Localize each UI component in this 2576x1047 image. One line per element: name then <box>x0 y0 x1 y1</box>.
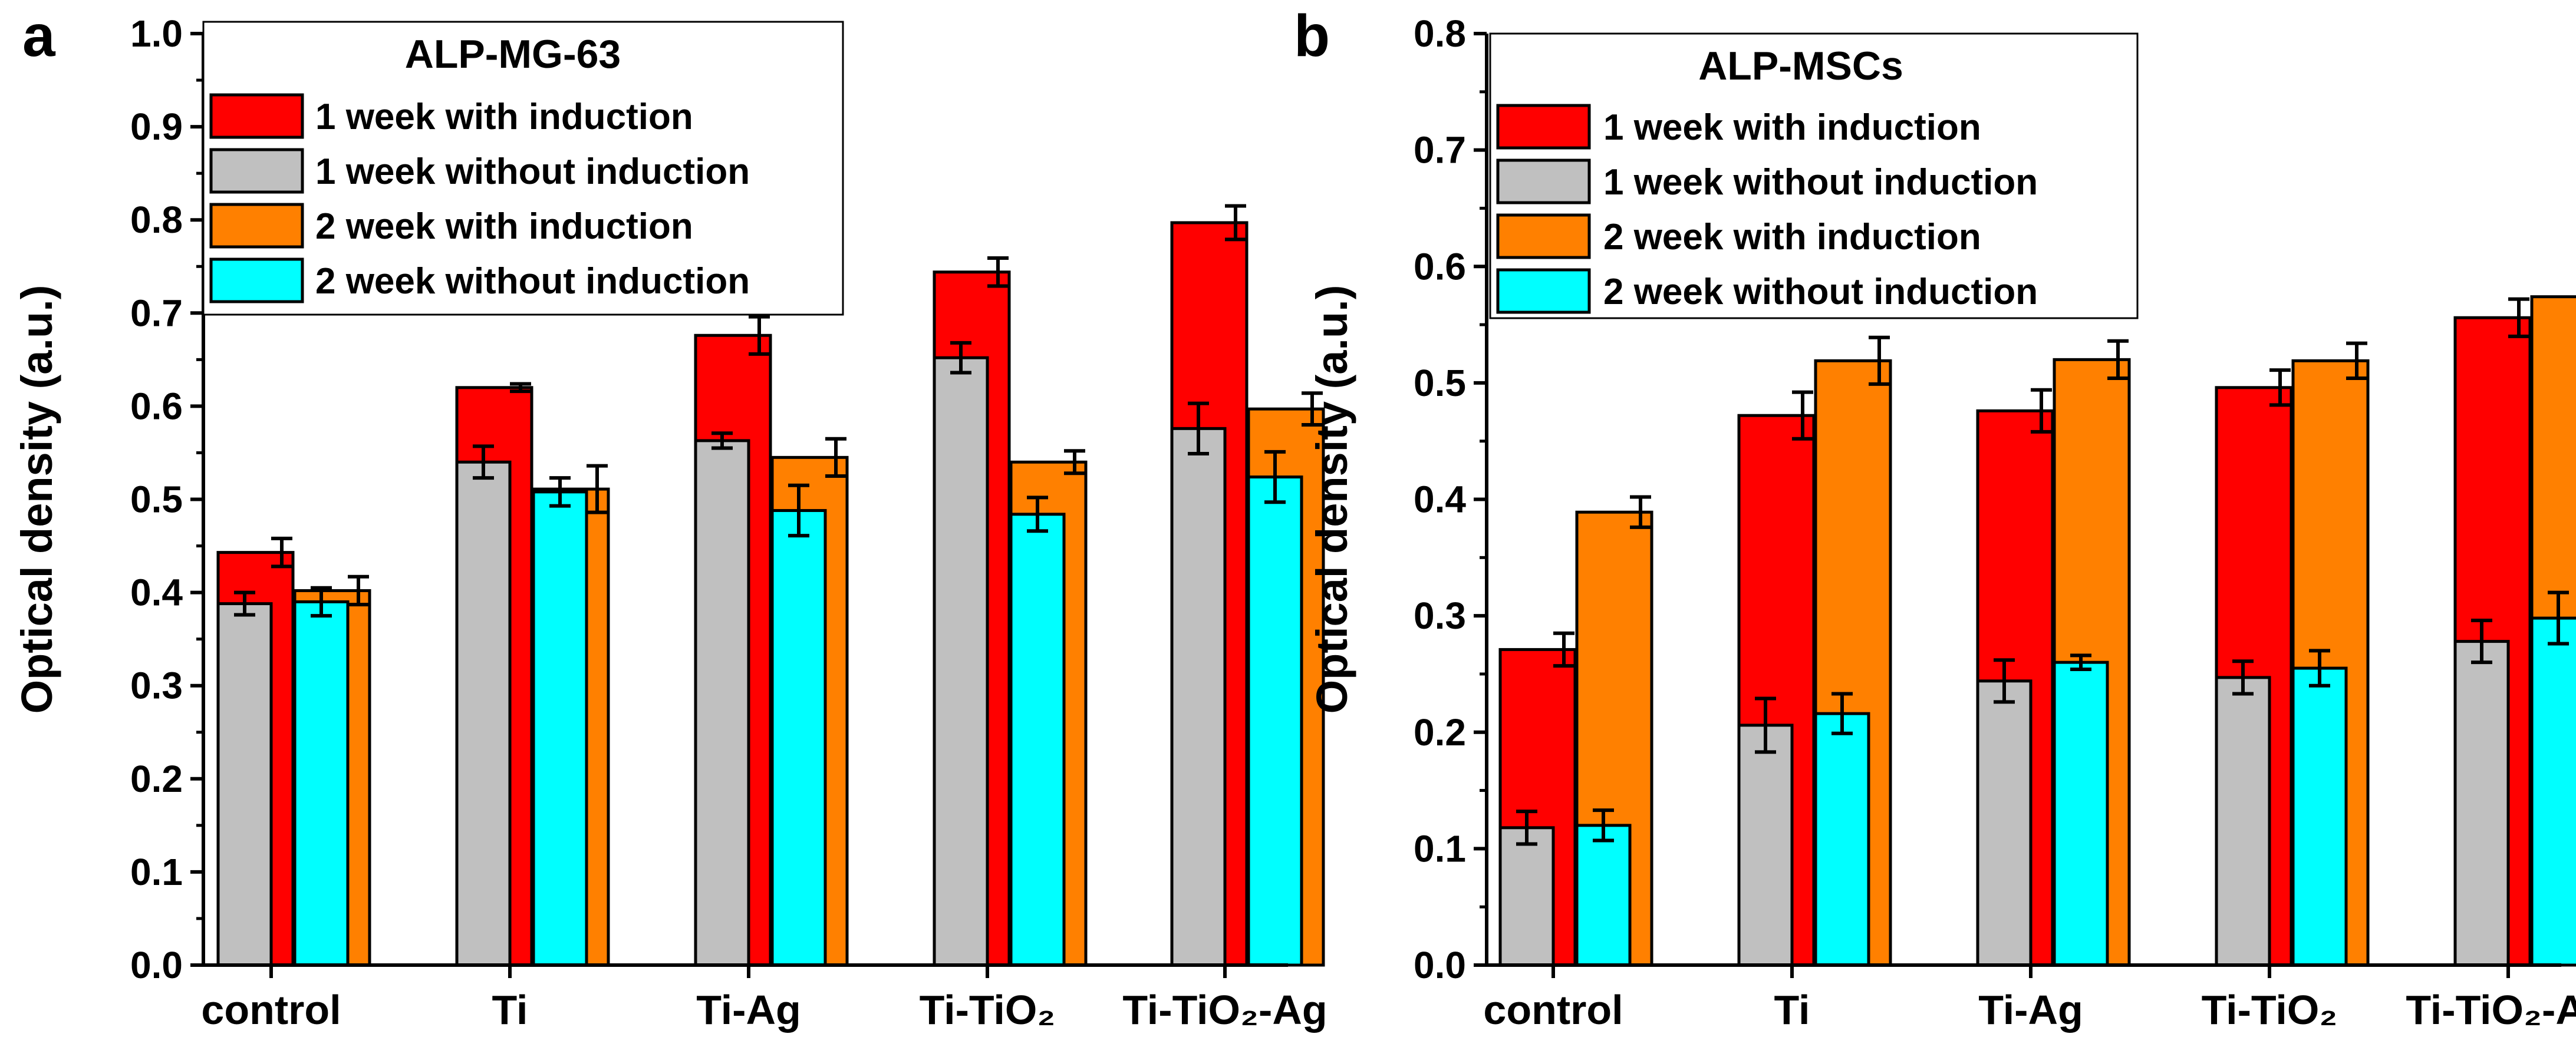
bar-1-week-without-induction-3 <box>933 356 989 967</box>
x-tick-label: control <box>201 987 341 1033</box>
legend-label: 2 week without induction <box>315 261 750 302</box>
y-tick-label: 0.5 <box>130 478 183 521</box>
y-axis-title: Optical density (a.u.) <box>12 285 61 714</box>
legend-swatch <box>1496 104 1591 150</box>
y-tick-label: 1.0 <box>130 12 183 55</box>
y-tick-label: 0.1 <box>1414 827 1466 870</box>
y-tick-label: 0.3 <box>1414 594 1466 637</box>
y-tick-label: 0.8 <box>130 199 183 241</box>
x-tick-label: Ti-Ag <box>1978 987 2083 1033</box>
y-tick-label: 0.5 <box>1414 362 1466 404</box>
bar-2-week-without-induction-0 <box>293 600 350 967</box>
legend-swatch <box>209 203 304 249</box>
y-tick-label: 0.8 <box>1414 12 1466 55</box>
legend-swatch <box>209 93 304 139</box>
legend-box <box>202 21 844 316</box>
legend-label: 1 week without induction <box>315 151 750 192</box>
x-tick-label: Ti <box>1774 987 1810 1033</box>
panel-b: b Optical density (a.u.) 0.0 0.1 0.2 0.3 0.4 0.… <box>1294 3 2576 1033</box>
bar-2-week-without-induction-4 <box>1247 475 1303 967</box>
bar-2-week-without-induction-0 <box>1575 824 1632 967</box>
bar-2-week-without-induction-3 <box>2291 666 2348 967</box>
y-tick-label: 0.1 <box>130 851 183 893</box>
panel-letter: a <box>22 3 56 69</box>
x-tick-label: Ti <box>492 987 528 1033</box>
bar-2-week-without-induction-2 <box>2053 660 2109 967</box>
x-tick-label: Ti-TiO₂ <box>920 987 1056 1033</box>
bar-1-week-without-induction-0 <box>216 602 273 967</box>
legend-label: 2 week with induction <box>1603 217 1981 257</box>
x-tick-label: control <box>1483 987 1623 1033</box>
legend-swatch <box>1496 158 1591 204</box>
y-tick-label: 0.6 <box>130 385 183 427</box>
bar-2-week-without-induction-1 <box>532 490 588 967</box>
chart-title: ALP-MG-63 <box>405 32 621 77</box>
bar-2-week-without-induction-3 <box>1009 513 1066 967</box>
legend-label: 2 week without induction <box>1603 272 2038 312</box>
bar-1-week-without-induction-1 <box>1737 724 1794 967</box>
bar-1-week-without-induction-4 <box>1170 427 1227 967</box>
y-tick-label: 0.2 <box>130 758 183 800</box>
y-tick-label: 0.0 <box>130 944 183 986</box>
bar-1-week-without-induction-3 <box>2215 676 2271 967</box>
legend-label: 2 week with induction <box>315 206 693 247</box>
x-tick-label: Ti-TiO₂-Ag <box>1122 987 1327 1033</box>
legend-box <box>1489 32 2139 319</box>
legend-swatch <box>209 257 304 303</box>
y-tick-label: 0.6 <box>1414 245 1466 288</box>
y-tick-label: 0.4 <box>1414 478 1466 521</box>
bar-2-week-without-induction-2 <box>770 508 827 967</box>
x-tick-label: Ti-Ag <box>696 987 801 1033</box>
chart-title: ALP-MSCs <box>1698 44 1903 88</box>
legend-label: 1 week without induction <box>1603 162 2038 203</box>
legend-label: 1 week with induction <box>1603 107 1981 148</box>
panel-a: a Optical density (a.u.) 0.0 0.1 0.2 0.3 0.4 0.… <box>12 3 1327 1033</box>
bar-1-week-without-induction-0 <box>1498 826 1555 967</box>
bar-1-week-without-induction-1 <box>455 460 512 967</box>
y-tick-label: 0.2 <box>1414 711 1466 754</box>
legend-swatch <box>1496 268 1591 314</box>
x-tick-label: Ti-TiO₂-Ag <box>2406 987 2576 1033</box>
y-axis-title: Optical density (a.u.) <box>1307 285 1356 714</box>
y-tick-label: 0.7 <box>130 292 183 334</box>
bar-1-week-without-induction-4 <box>2453 640 2510 967</box>
y-tick-label: 0.7 <box>1414 129 1466 171</box>
bar-1-week-without-induction-2 <box>1976 679 2033 967</box>
bar-2-week-without-induction-1 <box>1814 712 1870 967</box>
y-tick-label: 0.3 <box>130 665 183 707</box>
legend-swatch <box>1496 213 1591 259</box>
panel-letter: b <box>1294 3 1330 69</box>
y-tick-label: 0.9 <box>130 105 183 148</box>
legend-swatch <box>209 148 304 194</box>
bar-2-week-without-induction-4 <box>2530 616 2576 967</box>
x-tick-label: Ti-TiO₂ <box>2202 987 2338 1033</box>
y-tick-label: 0.4 <box>130 572 183 614</box>
y-tick-label: 0.0 <box>1414 944 1466 986</box>
bar-1-week-without-induction-2 <box>694 439 750 967</box>
legend-label: 1 week with induction <box>315 97 693 137</box>
